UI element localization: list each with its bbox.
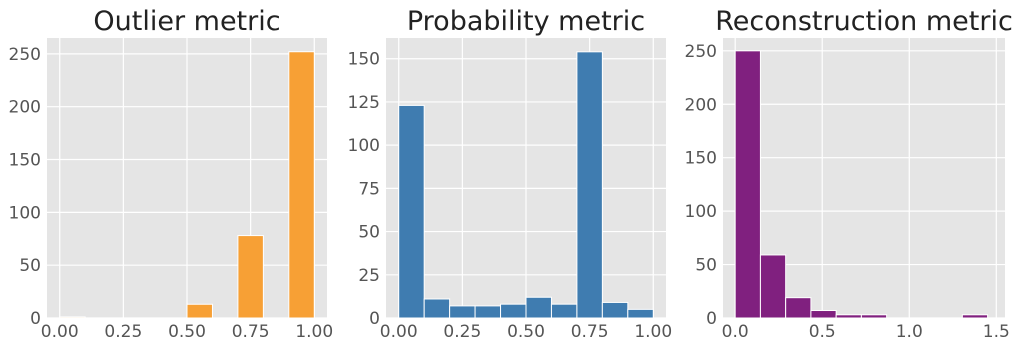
y-tick-label: 200 bbox=[685, 95, 717, 115]
y-tick-label: 75 bbox=[358, 179, 380, 199]
histogram-bar bbox=[810, 310, 837, 319]
x-tick-labels: 0.0 0.5 1.0 1.5 bbox=[722, 322, 1010, 342]
bars bbox=[59, 51, 315, 319]
y-tick-label: 50 bbox=[695, 256, 717, 276]
x-tick-label: 0.50 bbox=[507, 322, 545, 342]
histogram-bar bbox=[734, 50, 761, 319]
histogram-bar bbox=[860, 314, 888, 319]
histogram-bar bbox=[59, 316, 86, 319]
y-tick-labels: 0 50 100 150 200 250 bbox=[685, 42, 717, 329]
histogram-bar bbox=[474, 305, 502, 319]
histogram-bar bbox=[288, 51, 315, 319]
histogram-bar bbox=[423, 298, 451, 319]
histogram-bar bbox=[237, 235, 264, 319]
x-tick-label: 0.75 bbox=[232, 322, 270, 342]
x-tick-label: 0.50 bbox=[168, 322, 206, 342]
histogram-bar bbox=[785, 297, 812, 319]
bars bbox=[734, 50, 989, 319]
x-tick-label: 1.00 bbox=[295, 322, 333, 342]
histogram-bar bbox=[449, 305, 476, 319]
histogram-bar bbox=[398, 104, 425, 319]
y-tick-labels: 0 25 50 75 100 125 150 bbox=[348, 50, 380, 329]
y-tick-label: 0 bbox=[30, 309, 41, 329]
chart-title: Probability metric bbox=[407, 6, 645, 37]
x-tick-labels: 0.00 0.25 0.50 0.75 1.00 bbox=[41, 322, 333, 342]
y-tick-label: 0 bbox=[706, 309, 717, 329]
histogram-bar bbox=[576, 51, 603, 319]
histogram-bar bbox=[627, 308, 654, 319]
y-tick-label: 150 bbox=[685, 149, 717, 169]
x-tick-label: 0.00 bbox=[380, 322, 418, 342]
chart-title: Outlier metric bbox=[93, 6, 280, 37]
y-tick-label: 0 bbox=[369, 309, 380, 329]
histogram-bar bbox=[835, 314, 862, 319]
y-tick-label: 50 bbox=[19, 256, 41, 276]
y-tick-label: 100 bbox=[348, 136, 380, 156]
y-tick-label: 25 bbox=[358, 266, 380, 286]
x-tick-label: 1.00 bbox=[634, 322, 672, 342]
histogram-bar bbox=[550, 303, 578, 319]
y-tick-label: 100 bbox=[685, 202, 717, 222]
histogram-bar bbox=[961, 314, 989, 319]
x-tick-label: 0.25 bbox=[104, 322, 142, 342]
x-tick-label: 0.0 bbox=[722, 322, 749, 342]
bars bbox=[398, 51, 654, 319]
y-tick-label: 150 bbox=[9, 151, 41, 171]
histogram-bar bbox=[525, 296, 552, 319]
x-tick-label: 0.25 bbox=[443, 322, 481, 342]
x-tick-label: 0.5 bbox=[809, 322, 836, 342]
y-tick-label: 200 bbox=[9, 98, 41, 118]
chart-title: Reconstruction metric bbox=[715, 6, 1012, 37]
y-tick-label: 250 bbox=[9, 45, 41, 65]
y-tick-labels: 0 50 100 150 200 250 bbox=[9, 45, 41, 329]
x-tick-label: 0.00 bbox=[41, 322, 79, 342]
histogram-bar bbox=[759, 254, 787, 319]
panel-probability-metric: Probability metric 0 25 50 75 100 125 150 0.00… bbox=[348, 6, 673, 342]
x-tick-label: 1.0 bbox=[896, 322, 923, 342]
y-tick-label: 150 bbox=[348, 50, 380, 70]
y-tick-label: 50 bbox=[358, 223, 380, 243]
x-tick-label: 0.75 bbox=[571, 322, 609, 342]
panel-reconstruction-metric: Reconstruction metric 0 50 100 150 200 250 0.… bbox=[685, 6, 1012, 342]
histogram-bar bbox=[186, 303, 213, 319]
y-tick-label: 100 bbox=[9, 203, 41, 223]
histogram-bar bbox=[601, 301, 629, 319]
histogram-bar bbox=[500, 303, 527, 319]
x-tick-label: 1.5 bbox=[983, 322, 1010, 342]
x-tick-labels: 0.00 0.25 0.50 0.75 1.00 bbox=[380, 322, 672, 342]
y-tick-label: 250 bbox=[685, 42, 717, 62]
y-tick-label: 125 bbox=[348, 93, 380, 113]
